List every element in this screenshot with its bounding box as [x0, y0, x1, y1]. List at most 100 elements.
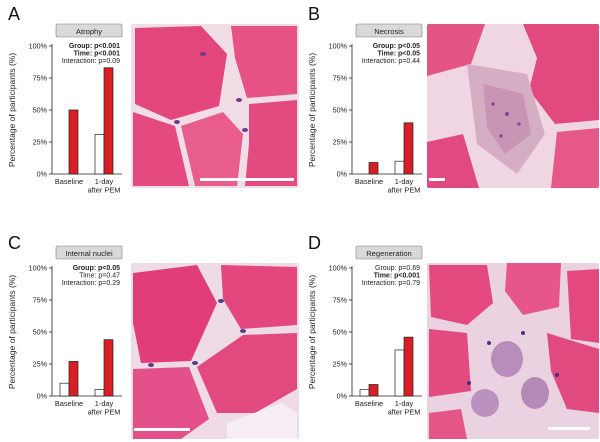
- y-axis-label: Percentage of participants (%): [7, 53, 17, 168]
- y-tick-label: 75%: [33, 296, 48, 305]
- y-tick-label: 100%: [329, 264, 348, 273]
- panel-letter: B: [308, 4, 321, 24]
- bar-red: [403, 336, 414, 397]
- x-tick-label: 1-day: [95, 177, 114, 186]
- panel-letter: C: [8, 233, 21, 253]
- x-tick-label: 1-day: [95, 399, 114, 408]
- y-tick-label: 75%: [333, 74, 348, 83]
- y-tick-label: 0%: [337, 392, 348, 401]
- stat-label: Interaction:: [362, 58, 399, 65]
- stat-line: Interaction: p=0.79: [362, 280, 420, 287]
- stat-line: Group: p<0.05: [73, 265, 120, 272]
- chart-title: Regeneration: [366, 249, 412, 258]
- stat-value: p<0.05: [398, 51, 420, 58]
- panel-c: C Internal nuclei Percentage of participa…: [0, 221, 300, 442]
- bar-chart-regeneration: Regeneration Percentage of participants (…: [307, 245, 423, 417]
- x-tick-label: after PEM: [88, 186, 121, 195]
- x-tick-label: Baseline: [355, 399, 383, 408]
- y-axis-label: Percentage of participants (%): [7, 275, 17, 390]
- bar-white: [359, 389, 370, 397]
- panel-letter: D: [308, 233, 321, 253]
- stat-label: Time:: [74, 51, 95, 58]
- stat-value: p<0.05: [98, 265, 120, 272]
- chart-title: Internal nuclei: [65, 249, 113, 258]
- x-tick-label: after PEM: [388, 408, 421, 417]
- stat-line: Interaction: p=0.29: [62, 280, 120, 287]
- x-tick-label: 1-day: [395, 177, 414, 186]
- bar-red: [68, 361, 79, 397]
- bar-white: [94, 389, 105, 397]
- micrograph-regeneration: [427, 263, 599, 439]
- y-tick-label: 25%: [33, 360, 48, 369]
- bar-white: [394, 349, 405, 397]
- stat-line: Interaction: p=0.09: [62, 58, 120, 65]
- x-tick-label: 1-day: [395, 399, 414, 408]
- stat-value: p=0.09: [98, 58, 120, 65]
- micrograph-internal-nuclei: [131, 263, 299, 439]
- stat-line: Group: p<0.001: [69, 43, 120, 50]
- bar-chart-internal-nuclei: Internal nuclei Percentage of participant…: [7, 245, 123, 417]
- y-tick-label: 75%: [333, 296, 348, 305]
- bar-red: [368, 384, 379, 397]
- stat-value: p=0.44: [398, 58, 420, 65]
- stat-label: Time:: [79, 273, 98, 280]
- title-box: [355, 23, 423, 38]
- bar-white: [59, 382, 70, 397]
- chart-title: Necrosis: [374, 27, 404, 36]
- y-tick-label: 0%: [37, 392, 48, 401]
- micrograph-atrophy: [131, 24, 299, 188]
- stat-line: Group: p=0.69: [375, 265, 420, 272]
- stat-value: p<0.001: [94, 51, 120, 58]
- stat-label: Group:: [73, 265, 98, 272]
- y-tick-label: 50%: [333, 328, 348, 337]
- stat-value: p<0.001: [94, 43, 120, 50]
- panel-letter: A: [8, 4, 21, 24]
- x-tick-label: Baseline: [55, 177, 83, 186]
- stat-value: p<0.001: [394, 273, 420, 280]
- x-tick-label: Baseline: [55, 399, 83, 408]
- chart-title: Atrophy: [76, 27, 102, 36]
- micrograph-necrosis: [427, 24, 599, 188]
- stat-line: Time: p<0.001: [74, 51, 120, 58]
- stat-value: p<0.05: [398, 43, 420, 50]
- y-tick-label: 25%: [333, 138, 348, 147]
- stat-value: p=0.47: [98, 273, 120, 280]
- y-tick-label: 100%: [29, 42, 48, 51]
- x-tick-label: Baseline: [355, 177, 383, 186]
- bar-red: [368, 162, 379, 175]
- panel-b: B Necrosis Percentage of participants (%)…: [300, 0, 600, 221]
- title-box: [355, 245, 423, 260]
- stat-label: Group:: [375, 265, 398, 272]
- y-tick-label: 0%: [37, 170, 48, 179]
- stat-label: Time:: [374, 273, 395, 280]
- panel-a: A Atrophy Percentage of participants (%) 0…: [0, 0, 300, 221]
- x-tick-label: after PEM: [88, 408, 121, 417]
- bar-red: [68, 109, 79, 175]
- y-tick-label: 100%: [329, 42, 348, 51]
- y-tick-label: 25%: [333, 360, 348, 369]
- y-tick-label: 100%: [29, 264, 48, 273]
- stat-label: Interaction:: [62, 280, 99, 287]
- stat-label: Interaction:: [362, 280, 399, 287]
- y-tick-label: 25%: [33, 138, 48, 147]
- bar-chart-atrophy: Atrophy Percentage of participants (%) 0% 2…: [7, 23, 123, 195]
- bar-white: [394, 160, 405, 175]
- panel-d: D Regeneration Percentage of participants…: [300, 221, 600, 442]
- stat-value: p=0.79: [398, 280, 420, 287]
- y-tick-label: 50%: [33, 106, 48, 115]
- title-box: [55, 23, 123, 38]
- x-tick-label: after PEM: [388, 186, 421, 195]
- stat-line: Group: p<0.05: [373, 43, 420, 50]
- scale-bar: [548, 427, 590, 430]
- y-tick-label: 50%: [33, 328, 48, 337]
- y-tick-label: 50%: [333, 106, 348, 115]
- bar-red: [103, 67, 114, 175]
- stat-label: Group:: [373, 43, 398, 50]
- stat-line: Time: p<0.05: [378, 51, 421, 58]
- bar-red: [403, 122, 414, 175]
- scale-bar: [429, 178, 445, 181]
- title-box: [55, 245, 123, 260]
- stat-value: p=0.29: [98, 280, 120, 287]
- scale-bar: [200, 178, 294, 181]
- stat-label: Group:: [69, 43, 94, 50]
